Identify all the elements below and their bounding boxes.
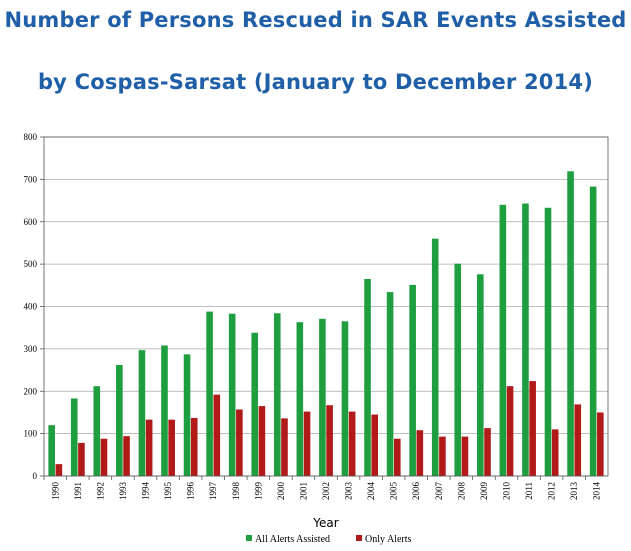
y-tick-label: 700 [24, 174, 38, 184]
bar-all-alerts [138, 350, 146, 476]
x-tick-label: 2011 [524, 482, 534, 500]
bar-only-alerts [484, 428, 491, 476]
x-tick-label: 1991 [73, 482, 83, 500]
bar-all-alerts [477, 274, 484, 476]
bar-all-alerts [589, 186, 597, 477]
bar-all-alerts [544, 207, 552, 477]
x-tick-label: 1993 [118, 482, 128, 501]
y-tick-label: 500 [24, 259, 38, 269]
bar-only-alerts [303, 411, 311, 476]
x-tick-label: 2007 [434, 482, 444, 501]
x-tick-label: 1999 [253, 482, 263, 501]
bar-all-alerts [183, 354, 191, 476]
bar-all-alerts [386, 292, 394, 476]
bar-all-alerts [409, 284, 416, 476]
bar-all-alerts [319, 318, 326, 476]
x-tick-label: 1994 [141, 482, 151, 501]
bar-all-alerts [251, 332, 259, 476]
x-tick-label: 2001 [298, 482, 308, 500]
gridlines [44, 136, 608, 477]
x-axis-label: Year [312, 516, 338, 530]
bar-only-alerts [597, 412, 604, 476]
x-tick-label: 2008 [456, 482, 466, 501]
bar-only-alerts [78, 442, 85, 476]
x-tick-label: 2009 [479, 482, 489, 501]
x-tick-label: 2004 [366, 482, 376, 501]
bars [48, 171, 604, 477]
bar-all-alerts [93, 386, 101, 476]
bar-all-alerts [206, 311, 213, 476]
x-tick-label: 1996 [186, 482, 196, 501]
bar-all-alerts [48, 425, 55, 476]
bar-all-alerts [341, 321, 349, 476]
bar-only-alerts [213, 394, 221, 476]
legend-swatch [246, 535, 252, 541]
bar-only-alerts [258, 406, 266, 476]
y-tick-label: 200 [24, 386, 38, 396]
bar-all-alerts [228, 313, 236, 476]
bar-only-alerts [55, 464, 63, 476]
x-tick-label: 2014 [592, 482, 602, 501]
x-tick-label: 2006 [411, 482, 421, 501]
chart-title-line-2: by Cospas-Sarsat (January to December 20… [37, 70, 594, 94]
x-tick-label: 2013 [569, 482, 579, 501]
bar-only-alerts [236, 409, 243, 476]
bar-all-alerts [567, 171, 574, 477]
legend-label: Only Alerts [365, 534, 411, 545]
y-tick-label: 600 [24, 217, 38, 227]
legend-label: All Alerts Assisted [255, 534, 330, 545]
x-tick-label: 2000 [276, 482, 286, 501]
y-tick-label: 800 [24, 132, 38, 142]
bar-only-alerts [326, 405, 333, 476]
bar-only-alerts [348, 411, 356, 476]
bar-all-alerts [70, 398, 78, 476]
y-tick-label: 100 [24, 429, 38, 439]
bar-all-alerts [296, 322, 304, 476]
x-tick-label: 1990 [50, 482, 60, 501]
bar-only-alerts [551, 429, 559, 476]
bar-only-alerts [371, 414, 379, 476]
bar-only-alerts [574, 404, 582, 476]
x-tick-label: 2002 [321, 482, 331, 500]
y-tick-label: 400 [24, 302, 38, 312]
bar-only-alerts [506, 386, 514, 476]
bar-only-alerts [190, 417, 198, 476]
bar-all-alerts [522, 203, 529, 476]
x-tick-label: 2005 [389, 482, 399, 501]
y-tick-label: 300 [24, 344, 38, 354]
bar-all-alerts [499, 204, 507, 477]
legend-swatch [356, 535, 362, 541]
bar-only-alerts [461, 436, 469, 476]
bar-only-alerts [145, 419, 153, 476]
bar-only-alerts [100, 438, 108, 476]
plot-frame [43, 136, 609, 477]
bar-only-alerts [416, 430, 424, 476]
bar-only-alerts [123, 436, 130, 476]
bar-only-alerts [393, 438, 401, 476]
x-tick-label: 1997 [208, 482, 218, 501]
bar-all-alerts [273, 313, 281, 476]
y-axis-ticks: 0 100 200 300 400 500 600 700 800 [24, 132, 44, 481]
y-tick-label: 0 [33, 471, 38, 481]
bar-all-alerts [161, 345, 168, 476]
bar-all-alerts [454, 263, 462, 476]
bar-only-alerts [168, 419, 175, 476]
x-tick-label: 2010 [501, 482, 511, 501]
x-tick-label: 1992 [95, 482, 105, 500]
x-tick-label: 2012 [547, 482, 557, 500]
chart-title-line-1: Number of Persons Rescued in SAR Events … [4, 8, 627, 32]
bar-all-alerts [431, 238, 439, 476]
bar-all-alerts [116, 364, 123, 476]
bar-all-alerts [364, 278, 371, 476]
bar-only-alerts [281, 418, 288, 476]
x-axis-ticks: 1990 1991 1992 1993 1994 1995 1996 1997 1998 1999… [43, 476, 602, 501]
legend: All Alerts Assisted Only Alerts [246, 534, 411, 545]
x-tick-label: 1995 [163, 482, 173, 501]
x-tick-label: 2003 [344, 482, 354, 501]
bar-only-alerts [439, 436, 446, 476]
x-tick-label: 1998 [231, 482, 241, 501]
bar-only-alerts [529, 381, 536, 476]
